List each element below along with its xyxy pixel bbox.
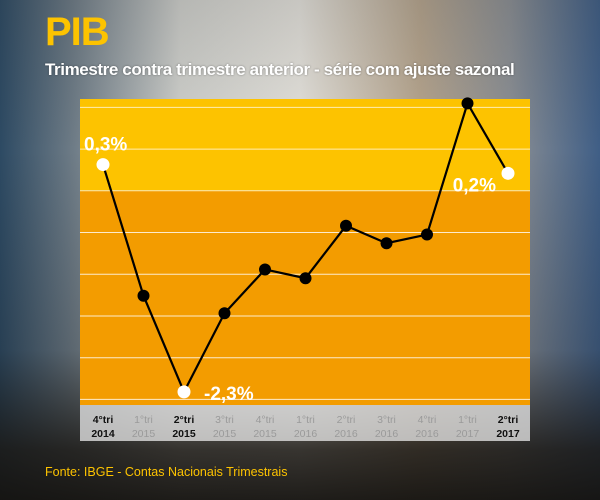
data-point bbox=[299, 272, 312, 285]
highlight-point bbox=[501, 166, 515, 180]
data-point bbox=[137, 289, 150, 302]
x-tick-label: 2015 bbox=[253, 428, 277, 440]
negative-band bbox=[80, 190, 530, 405]
x-tick-label: 1°tri bbox=[134, 414, 153, 426]
x-tick-label: 4°tri bbox=[93, 414, 114, 426]
data-point bbox=[421, 228, 433, 241]
highlight-point bbox=[177, 385, 191, 399]
x-tick-label: 2017 bbox=[496, 428, 520, 440]
data-point bbox=[380, 237, 393, 250]
x-tick-label: 4°tri bbox=[418, 414, 437, 426]
data-label: 0,2% bbox=[453, 175, 496, 196]
x-tick-label: 2015 bbox=[132, 428, 156, 440]
x-tick-label: 4°tri bbox=[256, 414, 275, 426]
data-point bbox=[218, 307, 231, 320]
source-note: Fonte: IBGE - Contas Nacionais Trimestra… bbox=[45, 465, 288, 479]
x-tick-label: 2016 bbox=[415, 428, 439, 440]
x-tick-label: 3°tri bbox=[377, 414, 396, 426]
highlight-point bbox=[96, 158, 110, 172]
x-tick-label: 2016 bbox=[294, 428, 318, 440]
data-point bbox=[340, 219, 352, 232]
x-tick-label: 2°tri bbox=[337, 414, 356, 426]
data-point bbox=[259, 263, 271, 276]
x-tick-label: 2016 bbox=[334, 428, 358, 440]
x-tick-label: 3°tri bbox=[215, 414, 234, 426]
chart-title: PIB bbox=[45, 10, 110, 54]
data-point bbox=[461, 97, 474, 110]
x-tick-label: 2°tri bbox=[174, 414, 195, 426]
data-label: 0,3% bbox=[84, 135, 127, 156]
x-axis-band bbox=[80, 405, 530, 441]
x-tick-label: 1°tri bbox=[296, 414, 315, 426]
x-tick-label: 2015 bbox=[172, 428, 196, 440]
x-tick-label: 2014 bbox=[91, 428, 115, 440]
x-tick-label: 2°tri bbox=[498, 414, 519, 426]
x-tick-label: 2016 bbox=[375, 428, 399, 440]
x-tick-label: 1°tri bbox=[458, 414, 477, 426]
chart-subtitle: Trimestre contra trimestre anterior - sé… bbox=[45, 60, 515, 79]
x-tick-label: 2017 bbox=[456, 428, 480, 440]
x-tick-label: 2015 bbox=[213, 428, 237, 440]
data-label: -2,3% bbox=[204, 384, 254, 405]
